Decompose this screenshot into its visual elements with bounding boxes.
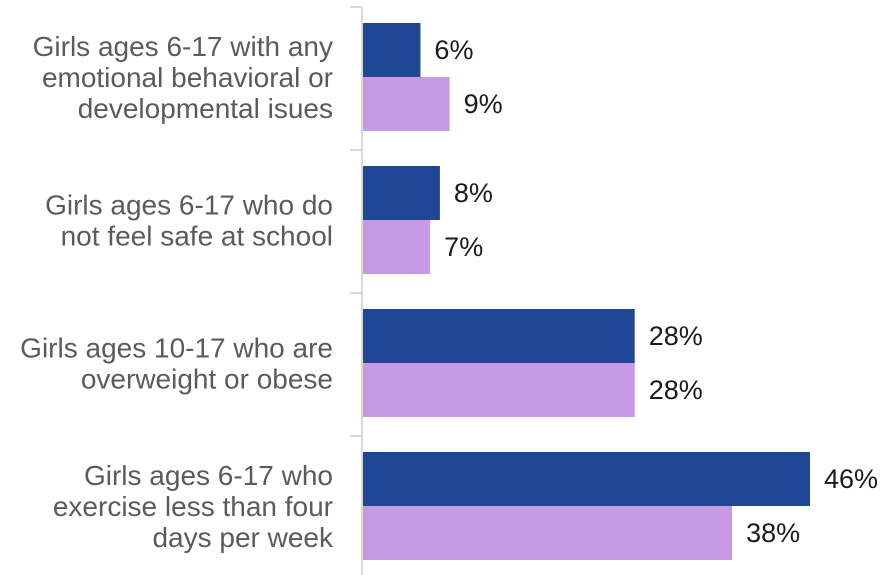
category-label-line: emotional behavioral or	[42, 62, 333, 93]
category-label-line: Girls ages 6-17 who do	[45, 190, 333, 221]
bar-0-0	[362, 23, 421, 77]
value-label-0-0: 6%	[434, 35, 473, 65]
value-label-2-1: 28%	[649, 375, 703, 405]
bar-2-0	[362, 309, 635, 363]
category-label-line: exercise less than four	[53, 491, 333, 522]
category-label-3: Girls ages 6-17 who exercise less than fo…	[53, 460, 334, 553]
category-label-1: Girls ages 6-17 who do not feel safe at s…	[45, 190, 333, 252]
bar-3-1	[362, 506, 733, 560]
bar-0-1	[362, 77, 450, 131]
axis-group	[350, 6, 363, 575]
bars-group	[362, 23, 810, 560]
value-labels-group: 6% 9% 8% 7% 28% 28% 46% 38%	[434, 35, 878, 548]
category-label-line: Girls ages 6-17 who	[84, 460, 333, 491]
value-label-3-1: 38%	[746, 518, 800, 548]
category-label-line: Girls ages 6-17 with any	[33, 31, 333, 62]
bar-2-1	[362, 363, 635, 417]
category-labels-group: Girls ages 6-17 with any emotional behavi…	[20, 31, 334, 553]
category-label-line: developmental isues	[78, 93, 333, 124]
category-label-line: overweight or obese	[81, 364, 333, 395]
value-label-3-0: 46%	[824, 464, 878, 494]
category-label-2: Girls ages 10-17 who are overweight or ob…	[20, 333, 333, 395]
bar-1-0	[362, 166, 440, 220]
category-label-0: Girls ages 6-17 with any emotional behavi…	[33, 31, 333, 124]
value-label-0-1: 9%	[464, 89, 503, 119]
bar-1-1	[362, 220, 431, 274]
value-label-1-1: 7%	[444, 232, 483, 262]
value-label-2-0: 28%	[649, 321, 703, 351]
category-label-line: Girls ages 10-17 who are	[20, 333, 333, 364]
bar-3-0	[362, 452, 810, 506]
category-label-line: not feel safe at school	[61, 221, 333, 252]
value-label-1-0: 8%	[454, 178, 493, 208]
category-label-line: days per week	[152, 522, 334, 553]
